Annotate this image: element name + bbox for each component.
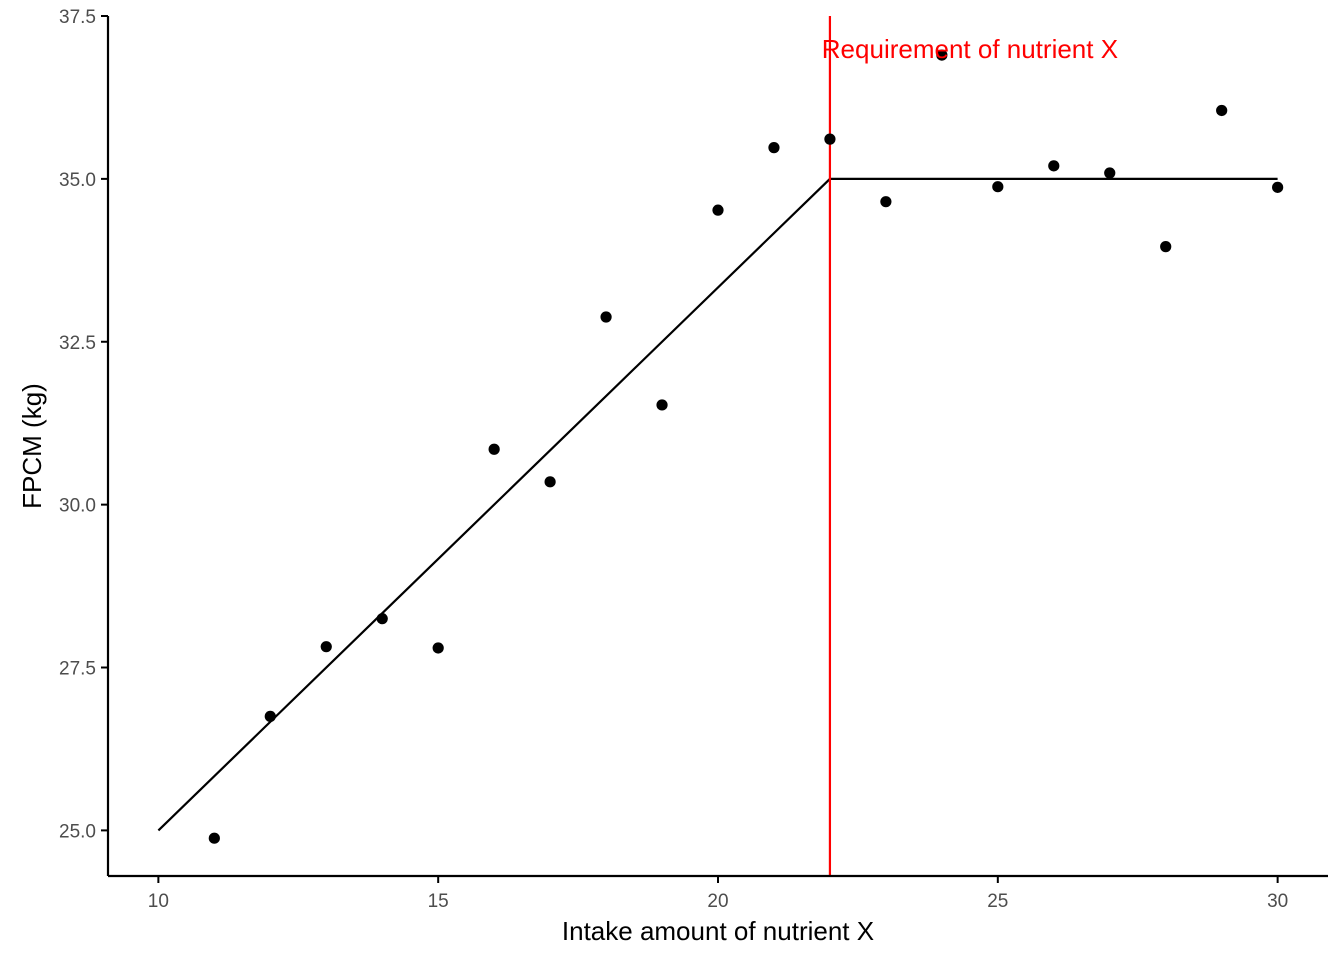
data-point — [880, 196, 892, 208]
y-axis-title: FPCM (kg) — [17, 383, 47, 509]
data-point — [376, 613, 388, 625]
data-point — [488, 443, 500, 455]
requirement-annotation: Requirement of nutrient X — [822, 34, 1118, 64]
plot-marks — [157, 16, 1284, 876]
x-tick-label: 25 — [987, 891, 1008, 912]
data-point — [264, 710, 276, 722]
y-tick-label: 27.5 — [59, 659, 96, 680]
data-point — [824, 133, 836, 145]
x-tick-label: 15 — [428, 891, 449, 912]
y-tick-label: 35.0 — [59, 170, 96, 191]
data-point — [600, 311, 612, 323]
fitted-line — [157, 177, 1278, 832]
data-point — [1160, 241, 1172, 253]
x-tick-label: 30 — [1267, 891, 1288, 912]
data-point — [1216, 104, 1228, 117]
y-tick-label: 32.5 — [59, 333, 96, 354]
x-axis-title: Intake amount of nutrient X — [562, 916, 874, 946]
data-point — [992, 181, 1004, 193]
axes: 10 15 20 25 30 25.0 27.5 30.0 32.5 35.0 37.5 — [59, 7, 1328, 912]
data-point — [320, 641, 332, 653]
data-point — [768, 142, 780, 154]
y-tick-label: 30.0 — [59, 496, 96, 517]
data-point — [1048, 160, 1060, 172]
data-point — [1272, 181, 1284, 193]
data-point — [936, 49, 948, 61]
y-tick-label: 25.0 — [59, 821, 96, 842]
data-point — [656, 399, 668, 411]
y-tick-label: 37.5 — [59, 7, 96, 28]
x-tick-label: 20 — [707, 891, 728, 912]
data-point — [1104, 167, 1116, 179]
data-point — [208, 832, 220, 844]
data-point — [712, 204, 724, 216]
x-tick-label: 10 — [148, 891, 169, 912]
data-point — [432, 642, 444, 654]
data-point — [544, 476, 556, 488]
